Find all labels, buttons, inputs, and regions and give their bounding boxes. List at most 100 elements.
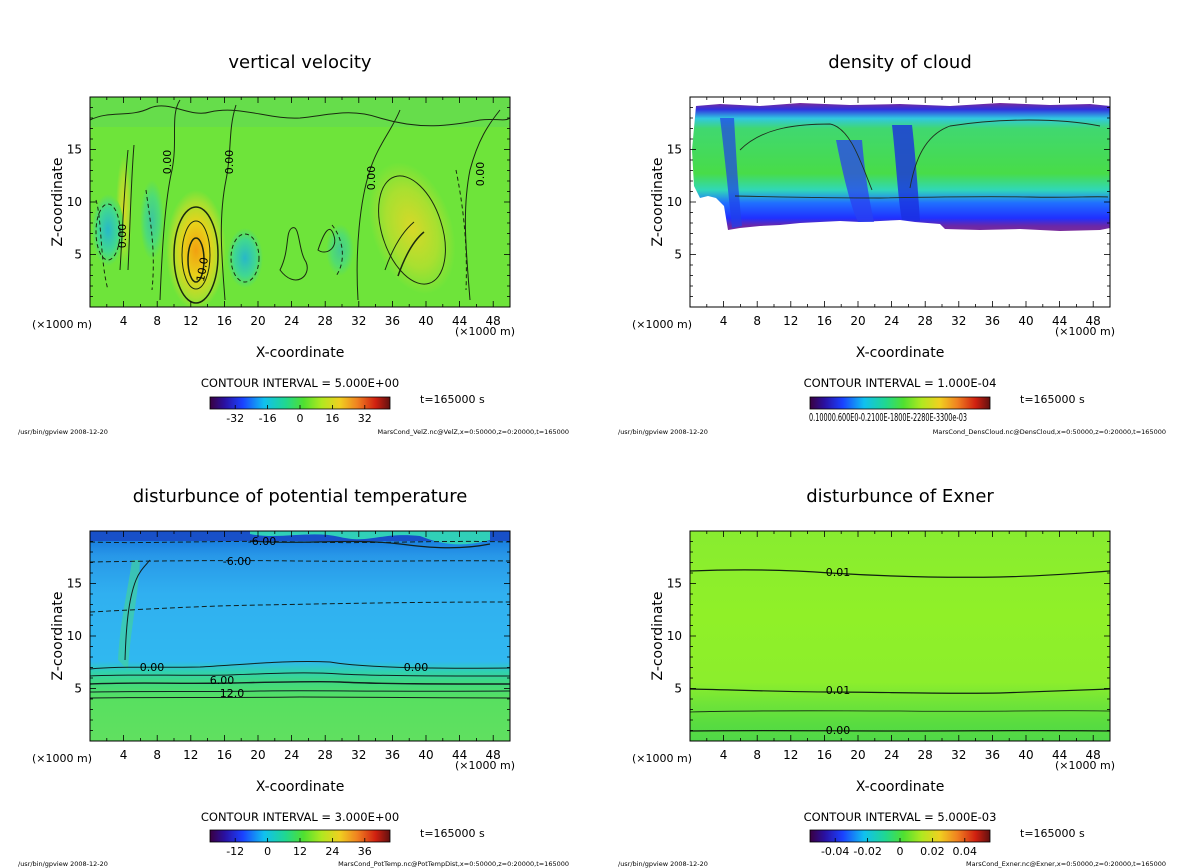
colorbar-tick-label: 0 [897,845,904,858]
x-tick-label: 32 [951,314,966,328]
x-tick-label: 12 [783,314,798,328]
x-tick-label: 44 [452,314,467,328]
chart-title: vertical velocity [228,52,372,73]
x-tick-label: 20 [850,748,865,762]
colorbar-tick-label: 0 [297,412,304,425]
x-tick-label: 8 [753,748,761,762]
y-tick-label: 10 [67,195,82,209]
y-tick-label: 10 [667,629,682,643]
colorbar-tick-label: 24 [325,845,339,858]
x-tick-label: 40 [1018,314,1033,328]
x-tick-label: 48 [1086,314,1101,328]
colorbar-tick-label: 16 [325,412,339,425]
top-turbulent-region [250,531,490,545]
panel-potential-temperature: disturbunce of potential temperature [18,486,569,868]
time-label: t=165000 s [1020,393,1085,406]
x-tick-label: 32 [951,748,966,762]
x-axis-title: X-coordinate [256,779,345,795]
contour-label: 10.0 [194,256,211,282]
colorbar-tick-label: 0.02 [920,845,945,858]
footer-left: /usr/bin/gpview 2008-12-20 [618,860,708,868]
plot-area [90,97,510,307]
time-label: t=165000 s [1020,827,1085,840]
cloud-gap [836,140,874,222]
x-tick-label: 16 [817,314,832,328]
colorbar-tick-label: 32 [358,412,372,425]
x-axis-title: X-coordinate [256,345,345,361]
x-unit-label: (×1000 m) [1055,325,1115,338]
footer-left: /usr/bin/gpview 2008-12-20 [618,428,708,436]
x-unit-label: (×1000 m) [632,752,692,765]
contour-label: 0.01 [826,566,851,579]
colorbar-tick-label: 0.04 [953,845,978,858]
x-unit-label: (×1000 m) [1055,759,1115,772]
colorbar [809,396,991,410]
x-tick-label: 4 [720,314,728,328]
negative-contours [95,169,467,291]
colorbar-tick-label: -0.02 [853,845,881,858]
x-tick-label: 40 [1018,748,1033,762]
footer-left: /usr/bin/gpview 2008-12-20 [18,860,108,868]
x-tick-label: 8 [153,314,161,328]
footer-source: MarsCond_Exner.nc@Exner,x=0:50000,z=0:20… [966,860,1166,868]
contour-interval: CONTOUR INTERVAL = 5.000E-03 [804,810,997,824]
x-tick-label: 28 [918,314,933,328]
panel-exner: disturbunce of Exner 0.01 0.01 0.00 4 8 12… [618,486,1166,868]
colorbar-tick-label: -0.04 [821,845,849,858]
colorbar-tick-label: 12 [293,845,307,858]
y-tick-label: 5 [674,682,682,696]
contour-label: -6.00 [223,555,251,568]
x-tick-label: 36 [985,314,1000,328]
panel-vertical-velocity: vertical velocity [18,52,569,436]
x-tick-label: 20 [250,748,265,762]
y-tick-label: 10 [667,195,682,209]
colorbar-tick-label: 36 [358,845,372,858]
y-axis-title: Z-coordinate [50,157,66,246]
x-tick-label: 8 [753,314,761,328]
y-axis-title: Z-coordinate [650,591,666,680]
colorbar-tick-label: -16 [259,412,277,425]
contour-label: 0.00 [365,166,378,191]
chart-title: disturbunce of Exner [806,486,994,507]
x-tick-label: 32 [351,314,366,328]
x-tick-label: 40 [418,748,433,762]
colorbar-tick-label: 0 [264,845,271,858]
contour-lines [690,569,1110,732]
cloud-gap [720,118,742,228]
x-tick-label: 12 [783,748,798,762]
y-tick-label: 15 [667,577,682,591]
contour-label: 0.00 [223,150,236,175]
y-tick-label: 15 [67,577,82,591]
negative-contours [90,540,510,613]
chart-title: density of cloud [828,52,972,73]
footer-source: MarsCond_PotTemp.nc@PotTempDist,x=0:5000… [338,860,569,868]
rising-plume [118,560,140,670]
footer-source: MarsCond_DensCloud.nc@DensCloud,x=0:5000… [933,428,1166,436]
x-unit-label: (×1000 m) [455,759,515,772]
time-label: t=165000 s [420,393,485,406]
contour-label: -6.00 [248,535,276,548]
negative-downdraft-region [326,224,354,276]
y-tick-label: 5 [674,248,682,262]
x-tick-label: 24 [884,748,899,762]
x-tick-label: 48 [486,314,501,328]
x-axis-title: X-coordinate [856,779,945,795]
negative-downdraft-region [227,228,263,288]
colorbar-tick-labels: 0.10000.600E0-0.2100E-1800E-2280E-3300e-… [809,411,967,424]
x-tick-label: 48 [1086,748,1101,762]
x-unit-label: (×1000 m) [632,318,692,331]
footer-left: /usr/bin/gpview 2008-12-20 [18,428,108,436]
y-axis-title: Z-coordinate [650,157,666,246]
x-tick-label: 40 [418,314,433,328]
time-label: t=165000 s [420,827,485,840]
x-tick-label: 36 [385,748,400,762]
y-tick-label: 10 [67,629,82,643]
plot-area [690,531,1110,741]
colorbar-tick-label: -12 [226,845,244,858]
x-tick-label: 28 [318,314,333,328]
plot-area [690,97,1110,307]
chart-title: disturbunce of potential temperature [133,486,468,507]
y-tick-label: 5 [74,682,82,696]
x-tick-label: 32 [351,748,366,762]
x-unit-label: (×1000 m) [32,318,92,331]
